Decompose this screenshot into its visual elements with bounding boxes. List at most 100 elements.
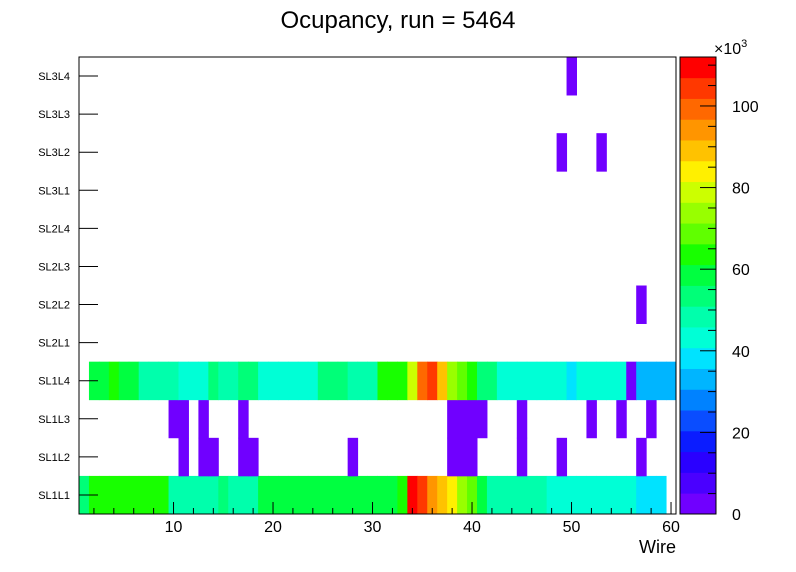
plot-frame [78, 56, 677, 515]
color-scale-tick-label: 100 [732, 99, 759, 116]
heatmap-cell [616, 361, 627, 401]
color-scale-tick-label: 80 [732, 181, 750, 198]
color-scale-swatch [680, 368, 716, 390]
heatmap-cell [566, 361, 577, 401]
heatmap-cell [317, 361, 329, 401]
y-category-label: SL2L2 [38, 300, 70, 312]
heatmap-cell [467, 399, 478, 439]
color-scale-swatch [680, 493, 716, 515]
x-tick-label: 30 [364, 519, 382, 536]
color-scale-multiplier: ×103 [714, 38, 747, 58]
color-scale-swatch [680, 327, 716, 349]
heatmap-cell [238, 475, 249, 515]
color-scale-swatch [680, 472, 716, 494]
heatmap-cell [506, 475, 518, 515]
y-category-label: SL1L2 [38, 452, 70, 464]
y-category-label: SL2L3 [38, 261, 70, 273]
color-scale-swatch [680, 306, 716, 328]
color-scale-swatch [680, 389, 716, 411]
color-scale-swatch [680, 202, 716, 224]
heatmap-cell [447, 475, 458, 515]
heatmap-cell [367, 475, 378, 515]
heatmap-cell [486, 361, 498, 401]
heatmap-cell [616, 399, 627, 439]
y-category-label: SL2L4 [38, 223, 70, 235]
heatmap-cell [287, 475, 299, 515]
heatmap-cell [457, 399, 468, 439]
heatmap-cell [646, 399, 657, 439]
heatmap-cell [447, 399, 458, 439]
color-scale-swatch [680, 410, 716, 432]
color-scale-swatch [680, 430, 716, 453]
heatmap-cell [586, 399, 597, 439]
y-category-label: SL1L3 [38, 414, 70, 426]
color-scale-swatch [680, 57, 716, 79]
heatmap-cell [297, 475, 309, 515]
color-scale-tick-label: 0 [732, 507, 741, 524]
heatmap-cell [218, 361, 229, 401]
heatmap-cell [98, 475, 110, 515]
heatmap-cell [178, 437, 189, 477]
heatmap-cell [208, 437, 219, 477]
heatmap-cell [148, 361, 160, 401]
heatmap-cell [556, 361, 568, 401]
heatmap-cell [268, 475, 279, 515]
heatmap-cell [566, 475, 577, 515]
heatmap-cell [467, 475, 478, 515]
heatmap-cell [357, 361, 369, 401]
heatmap-cell [327, 475, 339, 515]
heatmap-cell [377, 475, 388, 515]
heatmap-cell [347, 361, 359, 401]
heatmap-cell [397, 361, 408, 401]
color-scale-tick-label: 60 [732, 262, 750, 279]
heatmap-cell [516, 399, 528, 439]
heatmap-cell [417, 361, 428, 401]
heatmap-cell [457, 437, 468, 477]
color-scale-swatch [680, 160, 716, 183]
heatmap-cell [158, 361, 170, 401]
heatmap-cell [506, 361, 518, 401]
heatmap-cell [546, 361, 558, 401]
heatmap-cell [228, 475, 239, 515]
heatmap-cell [138, 361, 150, 401]
heatmap-cell [576, 361, 587, 401]
heatmap-cell [258, 361, 269, 401]
color-scale-frame [679, 56, 717, 515]
heatmap-cell [238, 399, 249, 439]
heatmap-cell [208, 475, 219, 515]
heatmap-cell [636, 437, 647, 477]
heatmap-cell [606, 361, 617, 401]
heatmap-cell [496, 475, 508, 515]
color-scale-swatch [680, 77, 716, 99]
heatmap-cell [317, 475, 329, 515]
heatmap-cell [168, 475, 179, 515]
x-axis-label: Wire [639, 537, 676, 557]
color-scale-swatch [680, 285, 716, 307]
y-category-label: SL1L1 [38, 490, 70, 502]
heatmap-cells [79, 57, 677, 515]
heatmap-cell [566, 57, 577, 96]
y-axis: SL1L1 SL1L2 SL1L3 SL1L4 SL2L1 SL2L2 SL2L3 SL2L4… [38, 71, 98, 502]
color-scale-tick-label: 40 [732, 344, 750, 361]
y-category-label: SL3L1 [38, 185, 70, 197]
y-category-label: SL2L1 [38, 338, 70, 350]
heatmap-cell [576, 475, 587, 515]
heatmap-cell [287, 361, 299, 401]
heatmap-cell [407, 475, 418, 515]
heatmap-cell [118, 475, 130, 515]
heatmap-cell [536, 475, 548, 515]
heatmap-cell [656, 361, 667, 401]
y-category-label: SL3L4 [38, 71, 70, 83]
heatmap-cell [347, 437, 359, 477]
heatmap-cell [447, 361, 458, 401]
heatmap-cell [268, 361, 279, 401]
heatmap-cell [467, 437, 478, 477]
heatmap-cell [636, 285, 647, 324]
heatmap-cell [188, 475, 199, 515]
heatmap-cell [457, 475, 468, 515]
color-scale-swatch [680, 223, 716, 245]
heatmap-cell [457, 361, 468, 401]
x-tick-label: 40 [463, 519, 481, 536]
heatmap-cell [297, 361, 309, 401]
color-scale-swatch [680, 264, 716, 286]
